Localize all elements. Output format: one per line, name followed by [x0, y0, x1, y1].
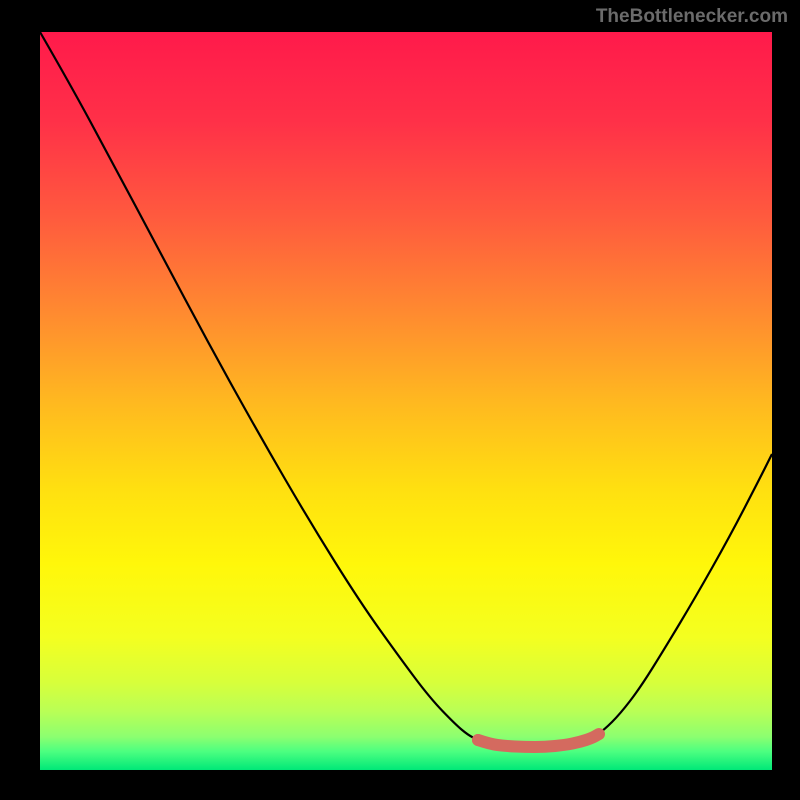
watermark-text: TheBottlenecker.com [596, 6, 788, 28]
bottleneck-curve-chart [0, 0, 800, 800]
plot-background [40, 32, 772, 770]
optimal-range-start-dot [472, 734, 484, 746]
chart-container: TheBottlenecker.com [0, 0, 800, 800]
